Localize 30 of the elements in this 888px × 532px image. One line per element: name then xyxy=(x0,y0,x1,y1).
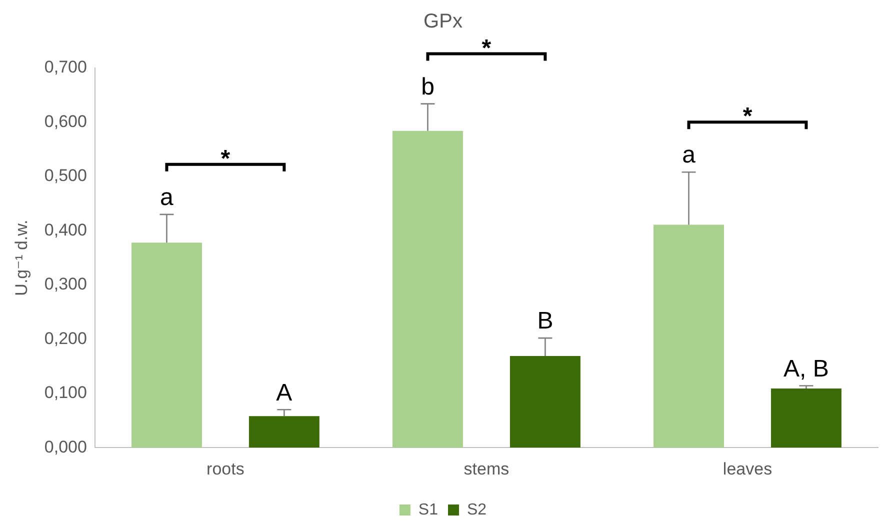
y-tick-label: 0,500 xyxy=(44,166,87,186)
annotation: * xyxy=(220,145,231,172)
y-tick-label: 0,400 xyxy=(44,220,87,240)
y-axis-title: U.g⁻¹ d.w. xyxy=(12,220,31,296)
bar xyxy=(131,242,202,448)
bar xyxy=(248,416,320,448)
annotation: b xyxy=(421,73,434,100)
y-tick-label: 0,000 xyxy=(44,437,87,456)
chart-title: GPx xyxy=(424,10,462,33)
text: * xyxy=(482,34,492,62)
y-tick-label: 0,200 xyxy=(44,328,87,348)
y-tick-label: 0,700 xyxy=(44,58,87,77)
annotation: A, B xyxy=(784,355,829,382)
legend-label: S2 xyxy=(467,501,487,518)
annotation: B xyxy=(537,308,554,335)
annotation: * xyxy=(742,103,753,130)
x-tick-label: stems xyxy=(464,459,510,478)
annotation: A xyxy=(276,379,292,406)
bar xyxy=(510,356,580,448)
x-tick-label: leaves xyxy=(722,459,772,478)
bar xyxy=(770,388,842,448)
annotation: a xyxy=(682,142,696,169)
y-tick-label: 0,100 xyxy=(44,383,87,402)
bar xyxy=(392,130,463,448)
legend-label: S1 xyxy=(418,501,438,518)
y-tick-label: 0,300 xyxy=(44,274,87,294)
bar xyxy=(654,224,724,448)
x-tick-label: roots xyxy=(206,459,244,478)
y-tick-label: 0,600 xyxy=(44,112,87,131)
annotation: a xyxy=(160,184,174,212)
